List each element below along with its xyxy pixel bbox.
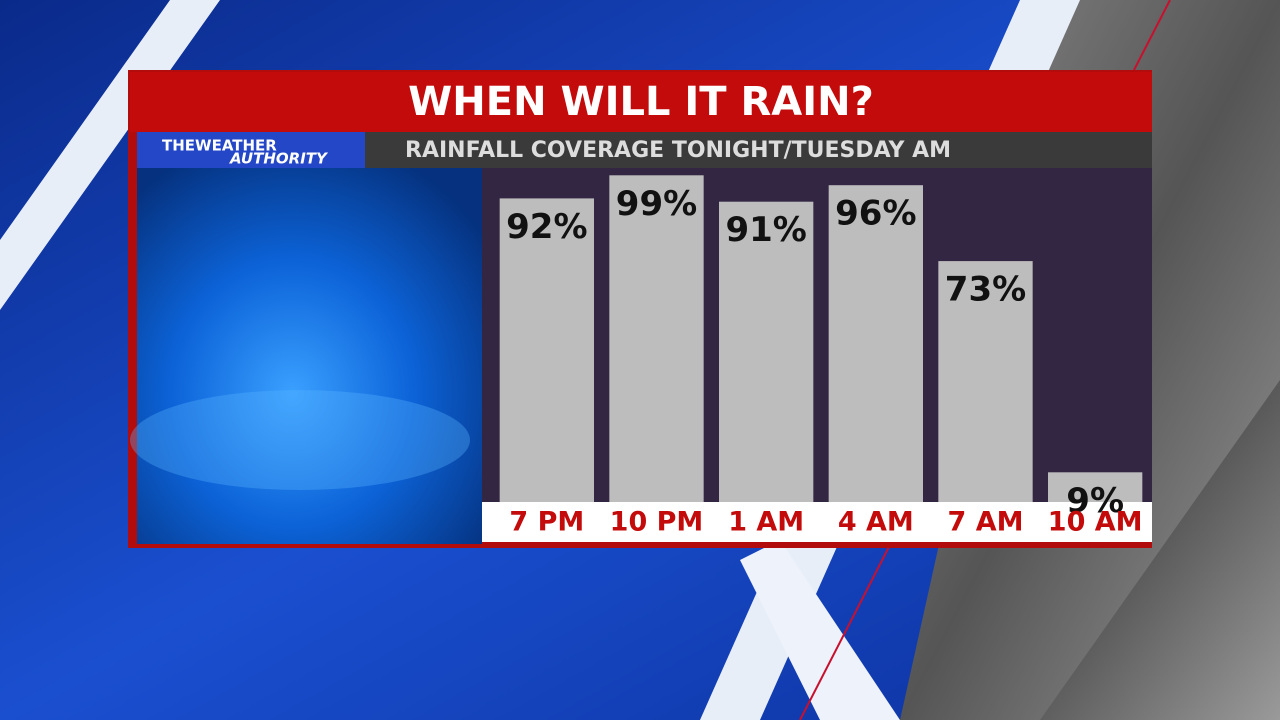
chart-title: WHEN WILL IT RAIN?: [408, 79, 874, 125]
x-tick-label: 1 AM: [728, 507, 804, 538]
value-label: 99%: [616, 184, 697, 224]
rain-splash: [130, 390, 470, 490]
x-tick-label: 4 AM: [838, 507, 914, 538]
value-label: 92%: [506, 207, 587, 247]
bar: [499, 198, 594, 502]
bar: [938, 261, 1033, 502]
bar: [828, 185, 923, 502]
logo-text: AUTHORITY: [229, 150, 329, 168]
chart-subtitle: RAINFALL COVERAGE TONIGHT/TUESDAY AM: [405, 138, 951, 163]
x-tick-label: 10 AM: [1048, 507, 1143, 538]
x-tick-label: 7 AM: [948, 507, 1024, 538]
value-label: 91%: [725, 210, 806, 250]
logo-text: THEWEATHER: [162, 137, 277, 155]
bg-stripe: [740, 540, 900, 720]
x-tick-label: 10 PM: [610, 507, 704, 538]
x-tick-label: 7 PM: [509, 507, 584, 538]
value-label: 9%: [1066, 481, 1124, 521]
title-bar: [130, 72, 1152, 132]
value-label: 73%: [945, 270, 1026, 310]
logo-box: [137, 132, 365, 168]
bar: [1048, 472, 1143, 502]
rain-image: [137, 168, 482, 544]
label-strip: [482, 502, 1152, 542]
bar: [609, 175, 704, 503]
bar: [719, 201, 814, 502]
value-label: 96%: [835, 194, 916, 234]
